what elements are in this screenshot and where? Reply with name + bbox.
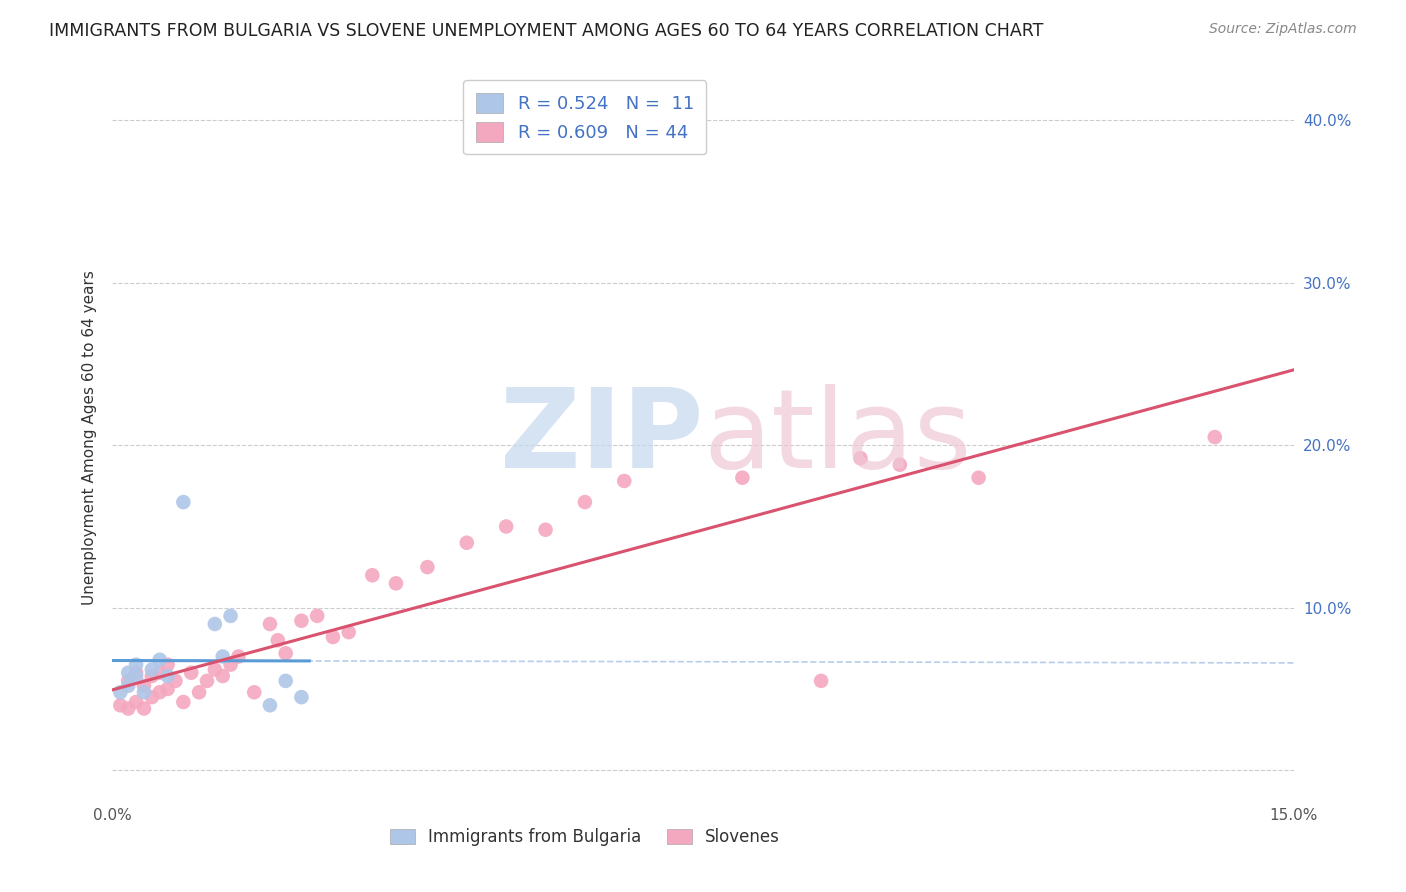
Point bbox=[149, 665, 172, 680]
Point bbox=[228, 649, 250, 664]
Point bbox=[156, 681, 179, 696]
Text: IMMIGRANTS FROM BULGARIA VS SLOVENE UNEMPLOYMENT AMONG AGES 60 TO 64 YEARS CORRE: IMMIGRANTS FROM BULGARIA VS SLOVENE UNEM… bbox=[49, 22, 1043, 40]
Point bbox=[889, 458, 911, 472]
Point bbox=[456, 535, 478, 549]
Point bbox=[188, 685, 211, 699]
Point bbox=[125, 657, 148, 672]
Y-axis label: Unemployment Among Ages 60 to 64 years: Unemployment Among Ages 60 to 64 years bbox=[82, 269, 97, 605]
Point bbox=[1204, 430, 1226, 444]
Point bbox=[125, 695, 148, 709]
Point bbox=[274, 646, 297, 660]
Point bbox=[495, 519, 517, 533]
Point bbox=[574, 495, 596, 509]
Point bbox=[149, 685, 172, 699]
Point bbox=[290, 690, 312, 705]
Point bbox=[110, 685, 132, 699]
Point bbox=[180, 665, 202, 680]
Point bbox=[731, 471, 754, 485]
Point bbox=[211, 669, 233, 683]
Point bbox=[141, 669, 163, 683]
Point bbox=[534, 523, 557, 537]
Point bbox=[125, 665, 148, 680]
Point bbox=[110, 698, 132, 713]
Point bbox=[259, 698, 281, 713]
Point bbox=[132, 685, 155, 699]
Point bbox=[290, 614, 312, 628]
Point bbox=[204, 617, 226, 632]
Point bbox=[322, 630, 344, 644]
Point bbox=[117, 673, 139, 688]
Point bbox=[274, 673, 297, 688]
Point bbox=[211, 649, 233, 664]
Point bbox=[156, 657, 179, 672]
Point bbox=[195, 673, 218, 688]
Point bbox=[307, 608, 329, 623]
Point bbox=[165, 673, 187, 688]
Point bbox=[219, 657, 242, 672]
Point bbox=[156, 669, 179, 683]
Text: Source: ZipAtlas.com: Source: ZipAtlas.com bbox=[1209, 22, 1357, 37]
Point bbox=[416, 560, 439, 574]
Point bbox=[810, 673, 832, 688]
Point bbox=[267, 633, 290, 648]
Point bbox=[141, 690, 163, 705]
Point bbox=[132, 701, 155, 715]
Point bbox=[141, 663, 163, 677]
Point bbox=[125, 669, 148, 683]
Point bbox=[967, 471, 990, 485]
Point bbox=[243, 685, 266, 699]
Point bbox=[172, 495, 194, 509]
Point bbox=[117, 679, 139, 693]
Point bbox=[337, 625, 360, 640]
Point bbox=[117, 665, 139, 680]
Legend: Immigrants from Bulgaria, Slovenes: Immigrants from Bulgaria, Slovenes bbox=[384, 822, 786, 853]
Point bbox=[219, 608, 242, 623]
Point bbox=[385, 576, 408, 591]
Text: atlas: atlas bbox=[703, 384, 972, 491]
Point bbox=[117, 701, 139, 715]
Point bbox=[259, 617, 281, 632]
Point bbox=[204, 663, 226, 677]
Point bbox=[361, 568, 384, 582]
Point bbox=[149, 653, 172, 667]
Point bbox=[849, 451, 872, 466]
Text: ZIP: ZIP bbox=[499, 384, 703, 491]
Point bbox=[172, 695, 194, 709]
Point bbox=[613, 474, 636, 488]
Point bbox=[132, 679, 155, 693]
